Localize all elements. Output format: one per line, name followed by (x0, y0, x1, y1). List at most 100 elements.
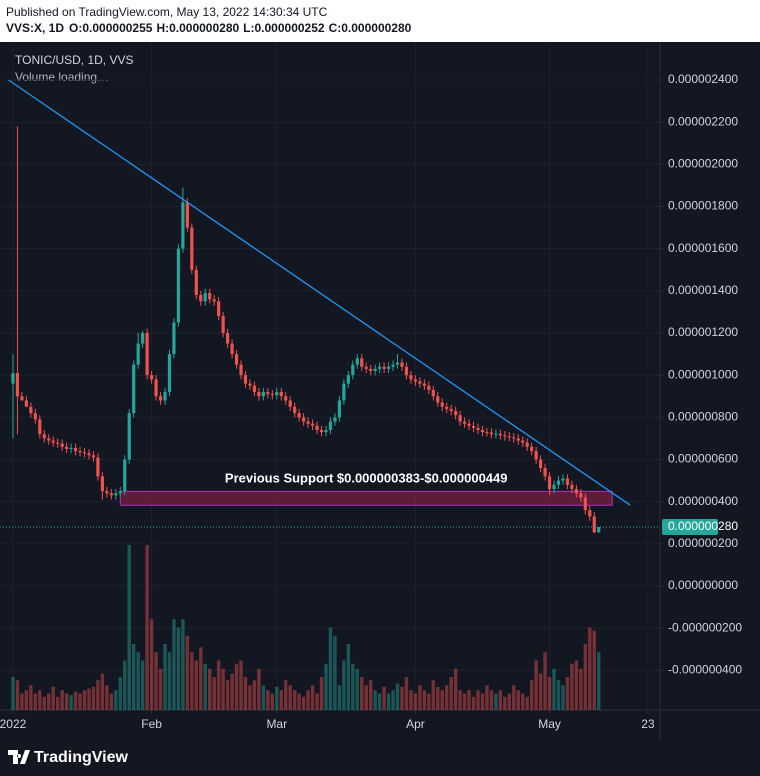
candle-body (82, 452, 87, 454)
volume-bar (284, 680, 288, 710)
volume-bar (163, 644, 167, 710)
last-price-tag (662, 518, 718, 535)
volume-bar (212, 677, 216, 710)
candle-body (154, 379, 158, 397)
volume-bar (337, 685, 342, 710)
candle-body (60, 443, 64, 447)
candle-body (127, 413, 131, 460)
volume-bar (127, 545, 131, 710)
volume-bar (149, 619, 154, 710)
published: Published on TradingView.com, May 13, 20… (6, 5, 328, 19)
ohlc: C:0.000000280 (329, 21, 412, 35)
volume-bar (109, 693, 114, 710)
candle-body (123, 459, 127, 492)
candle-body (422, 383, 426, 386)
candle-body (552, 484, 556, 490)
volume-bar (436, 686, 440, 710)
candle-body (462, 421, 467, 424)
volume-bar (480, 693, 485, 710)
volume-bar (368, 680, 373, 710)
volume-bar (556, 680, 561, 710)
candle-body (217, 301, 221, 317)
ohlc: L:0.000000252 (243, 21, 325, 35)
volume-bar (257, 668, 261, 710)
volume-bar (261, 685, 266, 710)
volume-bar (105, 685, 109, 710)
volume-bar (47, 693, 51, 710)
candle-body (337, 400, 341, 418)
volume-bar (38, 690, 42, 710)
candle-body (172, 322, 176, 355)
volume-bar (248, 685, 252, 710)
candle-body (543, 467, 547, 477)
y-tick-label: 0.000001400 (668, 283, 738, 297)
volume-bar (131, 644, 136, 710)
x-tick-label: Apr (406, 717, 425, 731)
volume-bar (221, 668, 225, 710)
x-tick-label: 23 (641, 717, 655, 731)
candle-body (226, 333, 230, 344)
y-tick-label: 0.000002200 (668, 114, 738, 128)
volume-bar (297, 693, 301, 710)
volume-bar (158, 668, 163, 710)
y-tick-label: 0.000002000 (668, 157, 738, 171)
candle-body (181, 202, 185, 249)
x-tick-label: 2022 (0, 717, 27, 731)
volume-bar (597, 652, 601, 710)
volume-bar (360, 677, 364, 710)
candle-body (480, 430, 485, 433)
volume-bar (87, 688, 91, 710)
volume-bar (136, 652, 140, 710)
candle-body (91, 455, 96, 458)
volume-bar (91, 686, 96, 710)
volume-bar (489, 690, 494, 710)
volume-bar (114, 690, 118, 710)
candle-body (512, 437, 516, 439)
candle-body (87, 453, 91, 456)
candle-body (534, 451, 538, 460)
candle-body (561, 478, 565, 481)
candle-body (521, 440, 525, 443)
candle-body (454, 411, 458, 416)
volume-bar (181, 619, 185, 710)
candle-body (436, 396, 440, 403)
candle-body (136, 343, 140, 365)
candle-body (404, 366, 409, 376)
volume-bar (404, 677, 409, 710)
candle-body (583, 497, 587, 511)
candle-body (47, 438, 51, 441)
candle-body (386, 366, 391, 369)
y-tick-label: 0.000000400 (668, 494, 738, 508)
candle-body (297, 413, 301, 418)
candle-body (315, 425, 319, 430)
volume-bar (547, 677, 552, 710)
volume-bar (69, 695, 73, 710)
candle-body (65, 446, 69, 449)
volume-bar (574, 660, 579, 710)
volume-bar (529, 680, 534, 710)
y-tick-label: 0.000002400 (668, 72, 738, 86)
volume-bar (172, 619, 176, 710)
volume-bar (333, 635, 337, 710)
candle-body (73, 447, 78, 452)
candle-body (194, 269, 198, 296)
volume-bar (588, 627, 592, 710)
candle-body (489, 432, 494, 435)
volume-bar (579, 668, 583, 710)
volume-bar (315, 693, 319, 710)
y-tick-label: 0.000001800 (668, 199, 738, 213)
volume-bar (15, 680, 20, 710)
volume-bar (565, 677, 570, 710)
candle-body (293, 406, 297, 414)
candle-body (176, 248, 181, 323)
candle-body (239, 364, 243, 376)
candle-body (413, 379, 418, 382)
candle-body (69, 447, 73, 449)
support-zone (119, 490, 613, 506)
logo: TradingView (8, 749, 129, 766)
candle-body (579, 493, 583, 498)
volume-bar (216, 660, 221, 710)
y-tick-label: 0.000001000 (668, 367, 738, 381)
volume-bar (230, 673, 234, 710)
candle-body (588, 510, 592, 517)
